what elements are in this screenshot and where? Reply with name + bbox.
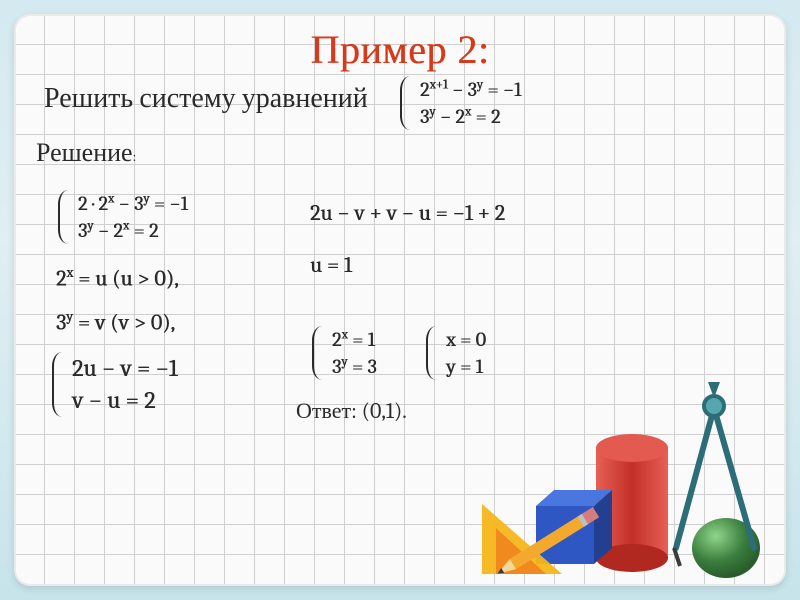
answer-value: (0,1). [362,398,407,424]
back-sub-system: 2x = 1 3y = 3 [312,326,377,385]
eq-row: 2 · 2x − 3y = −1 [78,190,188,217]
brace-icon [312,326,328,380]
eq-row: 3y − 2x = 2 [78,217,188,244]
add-equations: 2u − v + v − u = −1 + 2 [310,200,505,226]
result-system: x = 0 y = 1 [426,326,486,385]
eq-row: 3y = 3 [332,353,377,380]
eq-row: 2x = 1 [332,326,377,353]
slide-title: Пример 2: [14,26,786,73]
decorative-shapes [476,378,776,578]
brace-icon [52,352,68,417]
brace-icon [426,326,442,380]
eq-row: y = 1 [446,353,486,380]
brace-icon [58,190,74,244]
eq-row: v − u = 2 [72,384,177,416]
u-equals-one: u = 1 [310,252,352,278]
given-system: 2x+1 − 3y = −1 3y − 2x = 2 [400,76,521,135]
eq-row: 2x+1 − 3y = −1 [420,76,521,103]
system-uv: 2u − v = −1 v − u = 2 [52,352,177,423]
step-expand: 2 · 2x − 3y = −1 3y − 2x = 2 [58,190,188,249]
prompt-text: Решить систему уравнений [44,82,368,115]
grid-card: Пример 2: Решить систему уравнений 2x+1 … [14,14,786,586]
eq-row: 2u − v = −1 [72,352,177,384]
eq-row: 3y − 2x = 2 [420,103,521,130]
brace-icon [400,76,416,130]
answer-line: Ответ: (0,1). [296,398,407,424]
sub-u: 2x = u (u > 0), [56,264,179,291]
solution-label: Решение: [36,138,136,168]
page-background: Пример 2: Решить систему уравнений 2x+1 … [0,0,800,600]
eq-row: x = 0 [446,326,486,353]
sub-v: 3y = v (v > 0), [56,308,175,335]
answer-prefix: Ответ: [296,398,362,424]
